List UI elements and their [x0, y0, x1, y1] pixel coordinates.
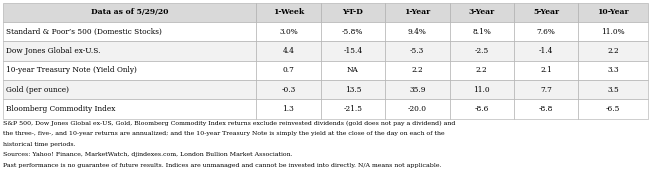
- Bar: [385, 22, 450, 41]
- Bar: [3, 61, 256, 80]
- Text: the three-, five-, and 10-year returns are annualized; and the 10-year Treasury : the three-, five-, and 10-year returns a…: [3, 131, 445, 136]
- Text: Past performance is no guarantee of future results. Indices are unmanaged and ca: Past performance is no guarantee of futu…: [3, 163, 442, 168]
- Text: 3-Year: 3-Year: [469, 8, 495, 16]
- Text: 1-Week: 1-Week: [273, 8, 304, 16]
- Text: 0.7: 0.7: [282, 66, 295, 74]
- Bar: [514, 22, 578, 41]
- Bar: [3, 99, 256, 119]
- Bar: [514, 41, 578, 61]
- Bar: [450, 22, 514, 41]
- Text: S&P 500, Dow Jones Global ex-US, Gold, Bloomberg Commodity Index returns exclude: S&P 500, Dow Jones Global ex-US, Gold, B…: [3, 121, 456, 126]
- Text: 2.2: 2.2: [607, 47, 619, 55]
- Bar: [3, 80, 256, 99]
- Bar: [578, 41, 648, 61]
- Bar: [514, 3, 578, 22]
- Bar: [256, 3, 321, 22]
- Text: 8.1%: 8.1%: [472, 28, 491, 36]
- Bar: [3, 3, 256, 22]
- Bar: [385, 61, 450, 80]
- Bar: [514, 99, 578, 119]
- Text: -8.6: -8.6: [474, 105, 489, 113]
- Text: 5-Year: 5-Year: [533, 8, 559, 16]
- Bar: [514, 61, 578, 80]
- Text: -1.4: -1.4: [539, 47, 554, 55]
- Bar: [385, 41, 450, 61]
- Text: -0.3: -0.3: [281, 86, 295, 94]
- Bar: [450, 99, 514, 119]
- Bar: [321, 3, 385, 22]
- Bar: [514, 80, 578, 99]
- Bar: [385, 80, 450, 99]
- Bar: [321, 99, 385, 119]
- Text: 35.9: 35.9: [409, 86, 426, 94]
- Text: -20.0: -20.0: [408, 105, 427, 113]
- Text: 1-Year: 1-Year: [404, 8, 430, 16]
- Bar: [578, 99, 648, 119]
- Bar: [321, 61, 385, 80]
- Text: 10-year Treasury Note (Yield Only): 10-year Treasury Note (Yield Only): [6, 66, 137, 74]
- Bar: [256, 22, 321, 41]
- Bar: [450, 3, 514, 22]
- Text: 1.3: 1.3: [282, 105, 294, 113]
- Text: 7.7: 7.7: [540, 86, 552, 94]
- Text: historical time periods.: historical time periods.: [3, 142, 76, 147]
- Bar: [450, 41, 514, 61]
- Bar: [321, 41, 385, 61]
- Bar: [256, 99, 321, 119]
- Text: 11.0: 11.0: [473, 86, 490, 94]
- Text: 4.4: 4.4: [282, 47, 295, 55]
- Text: -5.3: -5.3: [410, 47, 424, 55]
- Text: -21.5: -21.5: [343, 105, 362, 113]
- Text: Data as of 5/29/20: Data as of 5/29/20: [91, 8, 169, 16]
- Text: Gold (per ounce): Gold (per ounce): [6, 86, 69, 94]
- Bar: [256, 41, 321, 61]
- Text: 11.0%: 11.0%: [601, 28, 625, 36]
- Text: 2.1: 2.1: [541, 66, 552, 74]
- Text: -15.4: -15.4: [343, 47, 362, 55]
- Text: 9.4%: 9.4%: [408, 28, 427, 36]
- Text: Sources: Yahoo! Finance, MarketWatch, djindexes.com, London Bullion Market Assoc: Sources: Yahoo! Finance, MarketWatch, dj…: [3, 152, 293, 158]
- Text: 2.2: 2.2: [476, 66, 487, 74]
- Text: 7.6%: 7.6%: [537, 28, 556, 36]
- Bar: [450, 80, 514, 99]
- Bar: [578, 22, 648, 41]
- Bar: [385, 3, 450, 22]
- Text: 10-Year: 10-Year: [597, 8, 629, 16]
- Text: 3.5: 3.5: [607, 86, 619, 94]
- Bar: [321, 80, 385, 99]
- Bar: [321, 22, 385, 41]
- Bar: [256, 61, 321, 80]
- Text: -8.8: -8.8: [539, 105, 554, 113]
- Text: Standard & Poor’s 500 (Domestic Stocks): Standard & Poor’s 500 (Domestic Stocks): [6, 28, 162, 36]
- Bar: [578, 80, 648, 99]
- Bar: [578, 61, 648, 80]
- Text: -6.5: -6.5: [606, 105, 620, 113]
- Bar: [3, 22, 256, 41]
- Text: -5.8%: -5.8%: [342, 28, 363, 36]
- Text: Y-T-D: Y-T-D: [343, 8, 363, 16]
- Text: 13.5: 13.5: [345, 86, 361, 94]
- Text: NA: NA: [347, 66, 359, 74]
- Text: 3.0%: 3.0%: [279, 28, 298, 36]
- Text: Bloomberg Commodity Index: Bloomberg Commodity Index: [6, 105, 116, 113]
- Bar: [385, 99, 450, 119]
- Bar: [256, 80, 321, 99]
- Text: 3.3: 3.3: [607, 66, 619, 74]
- Bar: [578, 3, 648, 22]
- Text: -2.5: -2.5: [474, 47, 489, 55]
- Bar: [450, 61, 514, 80]
- Text: Dow Jones Global ex-U.S.: Dow Jones Global ex-U.S.: [6, 47, 101, 55]
- Text: 2.2: 2.2: [411, 66, 423, 74]
- Bar: [3, 41, 256, 61]
